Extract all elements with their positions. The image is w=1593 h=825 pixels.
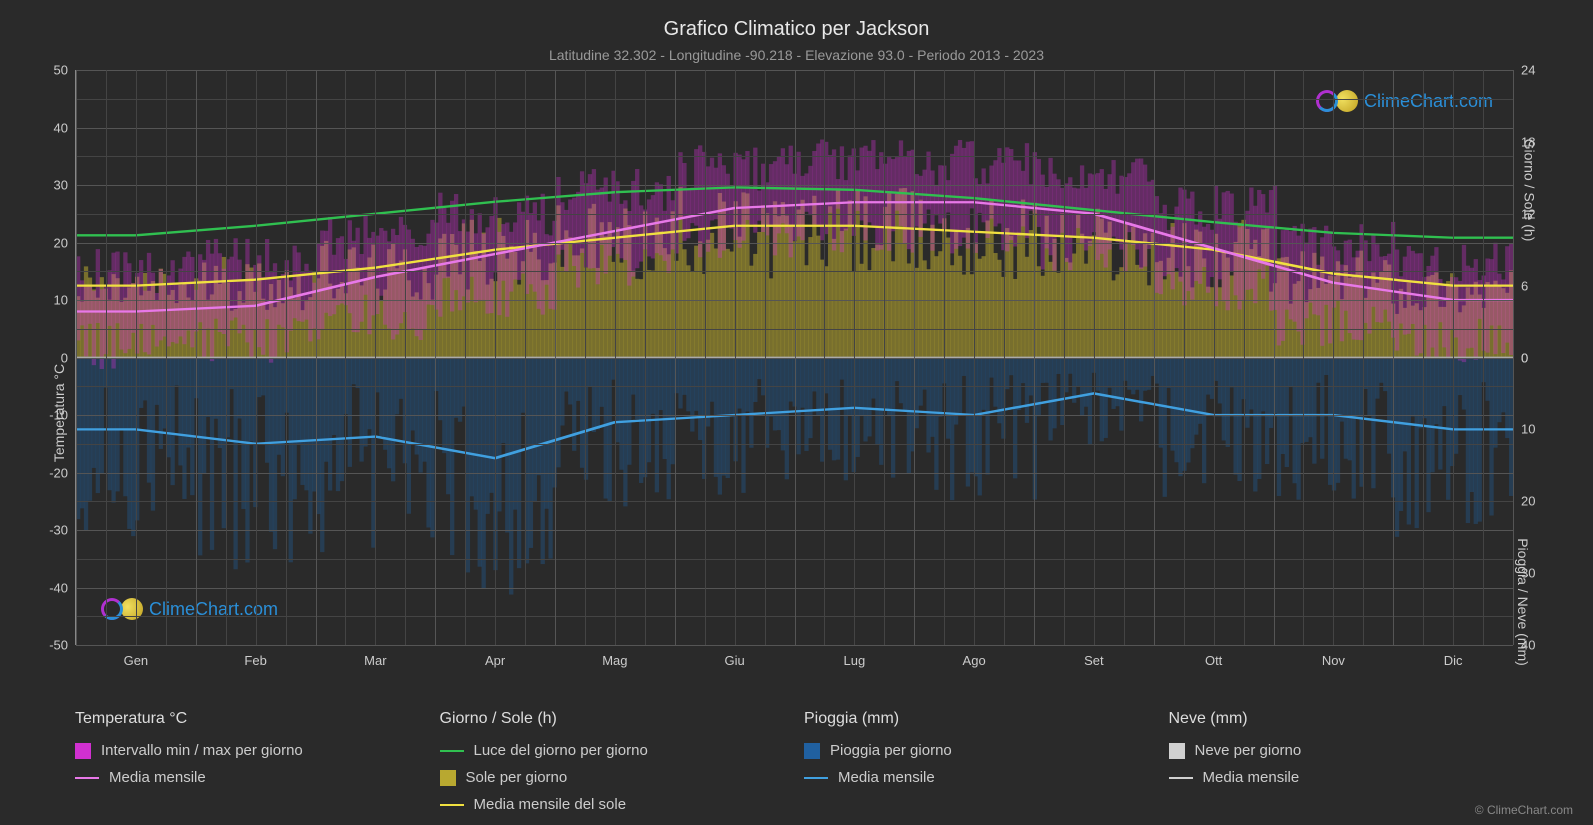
legend-daylight: Luce del giorno per giorno [440, 742, 785, 759]
legend-rain: Pioggia per giorno [804, 742, 1149, 759]
ytick-right: 40 [1521, 638, 1535, 653]
ytick-right: 20 [1521, 494, 1535, 509]
legend: Temperatura °C Intervallo min / max per … [75, 710, 1513, 813]
legend-sun: Sole per giorno [440, 769, 785, 786]
swatch-sun-mean [440, 804, 464, 806]
legend-col-snow: Neve (mm) Neve per giorno Media mensile [1169, 710, 1514, 813]
legend-snow: Neve per giorno [1169, 742, 1514, 759]
xtick: Mar [364, 653, 386, 668]
y-axis-right-top-label: Giorno / Sole (h) [1522, 138, 1538, 241]
ytick-left: 50 [54, 63, 68, 78]
chart-subtitle: Latitudine 32.302 - Longitudine -90.218 … [0, 47, 1593, 63]
ytick-left: -20 [49, 465, 68, 480]
legend-col-temp: Temperatura °C Intervallo min / max per … [75, 710, 420, 813]
xtick: Ago [963, 653, 986, 668]
ytick-right: 18 [1521, 134, 1535, 149]
swatch-snow [1169, 743, 1185, 759]
legend-day-header: Giorno / Sole (h) [440, 710, 785, 728]
xtick: Mag [602, 653, 627, 668]
legend-col-day: Giorno / Sole (h) Luce del giorno per gi… [440, 710, 785, 813]
xtick: Apr [485, 653, 505, 668]
ytick-left: 20 [54, 235, 68, 250]
swatch-daylight [440, 750, 464, 752]
ytick-right: 0 [1521, 350, 1528, 365]
swatch-temp-mean [75, 777, 99, 779]
ytick-left: 30 [54, 178, 68, 193]
legend-temp-range: Intervallo min / max per giorno [75, 742, 420, 759]
ytick-right: 10 [1521, 422, 1535, 437]
swatch-rain [804, 743, 820, 759]
legend-snow-header: Neve (mm) [1169, 710, 1514, 728]
legend-snow-mean: Media mensile [1169, 769, 1514, 786]
ytick-right: 12 [1521, 206, 1535, 221]
swatch-snow-mean [1169, 777, 1193, 779]
ytick-left: -10 [49, 408, 68, 423]
ytick-left: -50 [49, 638, 68, 653]
xtick: Giu [725, 653, 745, 668]
legend-rain-mean: Media mensile [804, 769, 1149, 786]
swatch-temp-range [75, 743, 91, 759]
xtick: Set [1084, 653, 1104, 668]
ytick-left: 40 [54, 120, 68, 135]
xtick: Feb [244, 653, 266, 668]
ytick-right: 30 [1521, 566, 1535, 581]
ytick-right: 24 [1521, 63, 1535, 78]
ytick-left: 10 [54, 293, 68, 308]
legend-temp-mean: Media mensile [75, 769, 420, 786]
xtick: Nov [1322, 653, 1345, 668]
xtick: Dic [1444, 653, 1463, 668]
ytick-left: 0 [61, 350, 68, 365]
legend-temp-header: Temperatura °C [75, 710, 420, 728]
legend-col-rain: Pioggia (mm) Pioggia per giorno Media me… [804, 710, 1149, 813]
ytick-left: -40 [49, 580, 68, 595]
xtick: Ott [1205, 653, 1222, 668]
plot-area: ClimeChart.com ClimeChart.com 5040302010… [75, 70, 1513, 645]
ytick-left: -30 [49, 523, 68, 538]
xtick: Gen [124, 653, 149, 668]
copyright: © ClimeChart.com [1475, 803, 1573, 817]
ytick-right: 6 [1521, 278, 1528, 293]
legend-rain-header: Pioggia (mm) [804, 710, 1149, 728]
xtick: Lug [844, 653, 866, 668]
swatch-sun [440, 770, 456, 786]
swatch-rain-mean [804, 777, 828, 779]
chart-title: Grafico Climatico per Jackson [0, 18, 1593, 41]
legend-sun-mean: Media mensile del sole [440, 796, 785, 813]
